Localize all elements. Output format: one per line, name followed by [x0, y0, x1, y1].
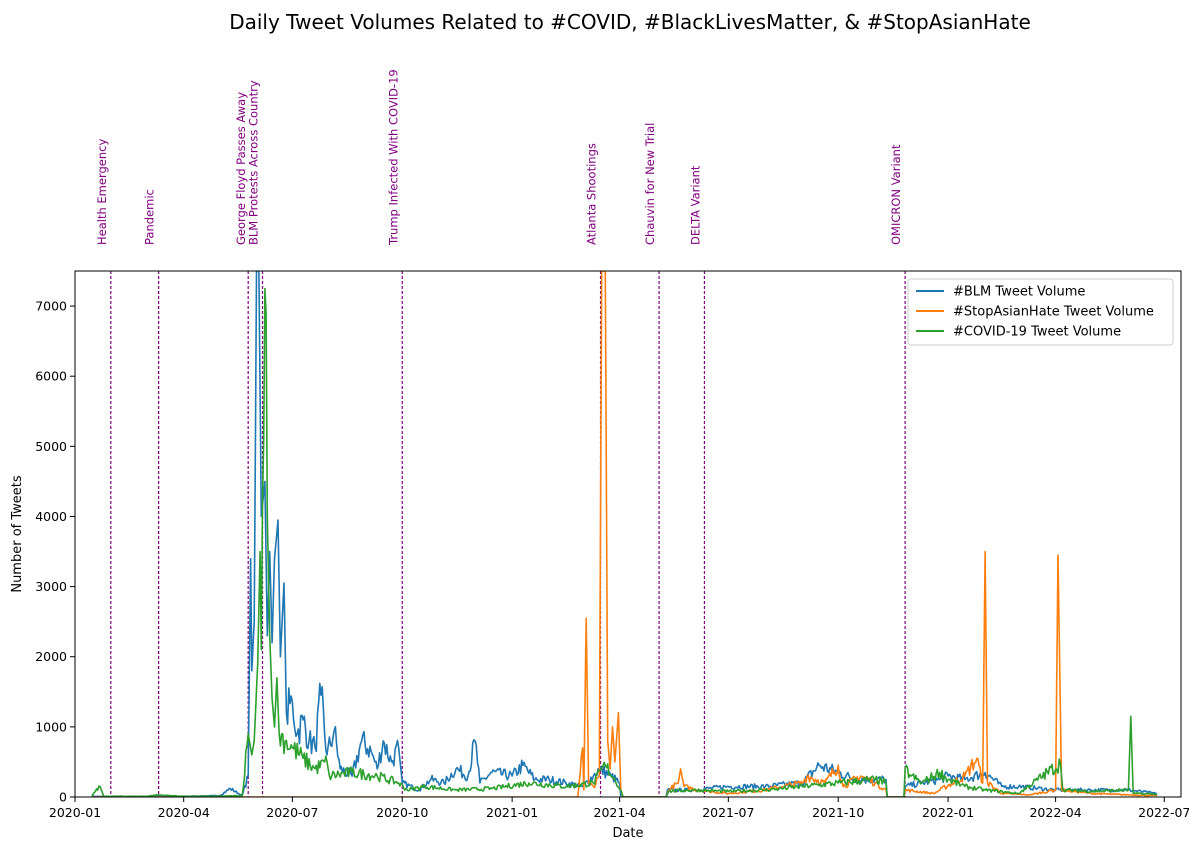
- chart-title: Daily Tweet Volumes Related to #COVID, #…: [229, 10, 1031, 34]
- y-axis-label: Number of Tweets: [10, 475, 25, 593]
- event-label: OMICRON Variant: [889, 144, 903, 245]
- series-line-1: [91, 271, 1158, 797]
- y-tick-label: 0: [59, 790, 67, 805]
- series-lines: [91, 271, 1158, 797]
- event-label: Health Emergency: [95, 139, 109, 245]
- y-tick-label: 2000: [35, 649, 67, 664]
- x-axis-label: Date: [612, 826, 643, 841]
- y-tick-label: 3000: [35, 579, 67, 594]
- event-label: BLM Protests Across Country: [247, 80, 261, 245]
- x-tick-label: 2022-07: [1138, 805, 1189, 820]
- x-tick-label: 2020-04: [158, 805, 210, 820]
- y-tick-label: 4000: [35, 509, 67, 524]
- legend-label: #BLM Tweet Volume: [953, 285, 1085, 300]
- x-tick-label: 2021-01: [486, 805, 538, 820]
- y-axis: 0 1000 2000 3000 4000 5000 6000 7000: [35, 299, 75, 805]
- y-tick-label: 5000: [35, 439, 67, 454]
- event-label: Trump Infected With COVID-19: [386, 69, 400, 246]
- legend-label: #COVID-19 Tweet Volume: [953, 325, 1121, 340]
- plot-area: [91, 271, 1158, 797]
- legend-label: #StopAsianHate Tweet Volume: [953, 305, 1154, 320]
- x-tick-label: 2022-04: [1029, 805, 1081, 820]
- series-line-2: [91, 271, 1158, 797]
- series-line-3: [91, 287, 1158, 797]
- event-label: Atlanta Shootings: [585, 143, 599, 245]
- event-label: Chauvin for New Trial: [643, 123, 657, 245]
- event-label: George Floyd Passes Away: [234, 92, 248, 245]
- legend: #BLM Tweet Volume #StopAsianHate Tweet Vo…: [907, 278, 1174, 346]
- x-tick-label: 2020-01: [49, 805, 101, 820]
- x-tick-label: 2021-10: [812, 805, 864, 820]
- event-markers: Health Emergency Pandemic George Floyd Pas…: [95, 69, 906, 797]
- y-tick-label: 1000: [35, 719, 67, 734]
- event-label: DELTA Variant: [688, 165, 702, 245]
- legend-box: [907, 278, 1174, 346]
- x-axis: 2020-01 2020-04 2020-07 2020-10 2021-01 2021-…: [49, 797, 1189, 820]
- x-tick-label: 2020-10: [376, 805, 428, 820]
- plot-frame: [74, 270, 1182, 798]
- y-tick-label: 6000: [35, 369, 67, 384]
- x-tick-label: 2022-01: [922, 805, 974, 820]
- x-tick-label: 2021-04: [594, 805, 646, 820]
- x-tick-label: 2021-07: [702, 805, 754, 820]
- event-label: Pandemic: [143, 189, 157, 245]
- y-tick-label: 7000: [35, 299, 67, 314]
- x-tick-label: 2020-07: [266, 805, 318, 820]
